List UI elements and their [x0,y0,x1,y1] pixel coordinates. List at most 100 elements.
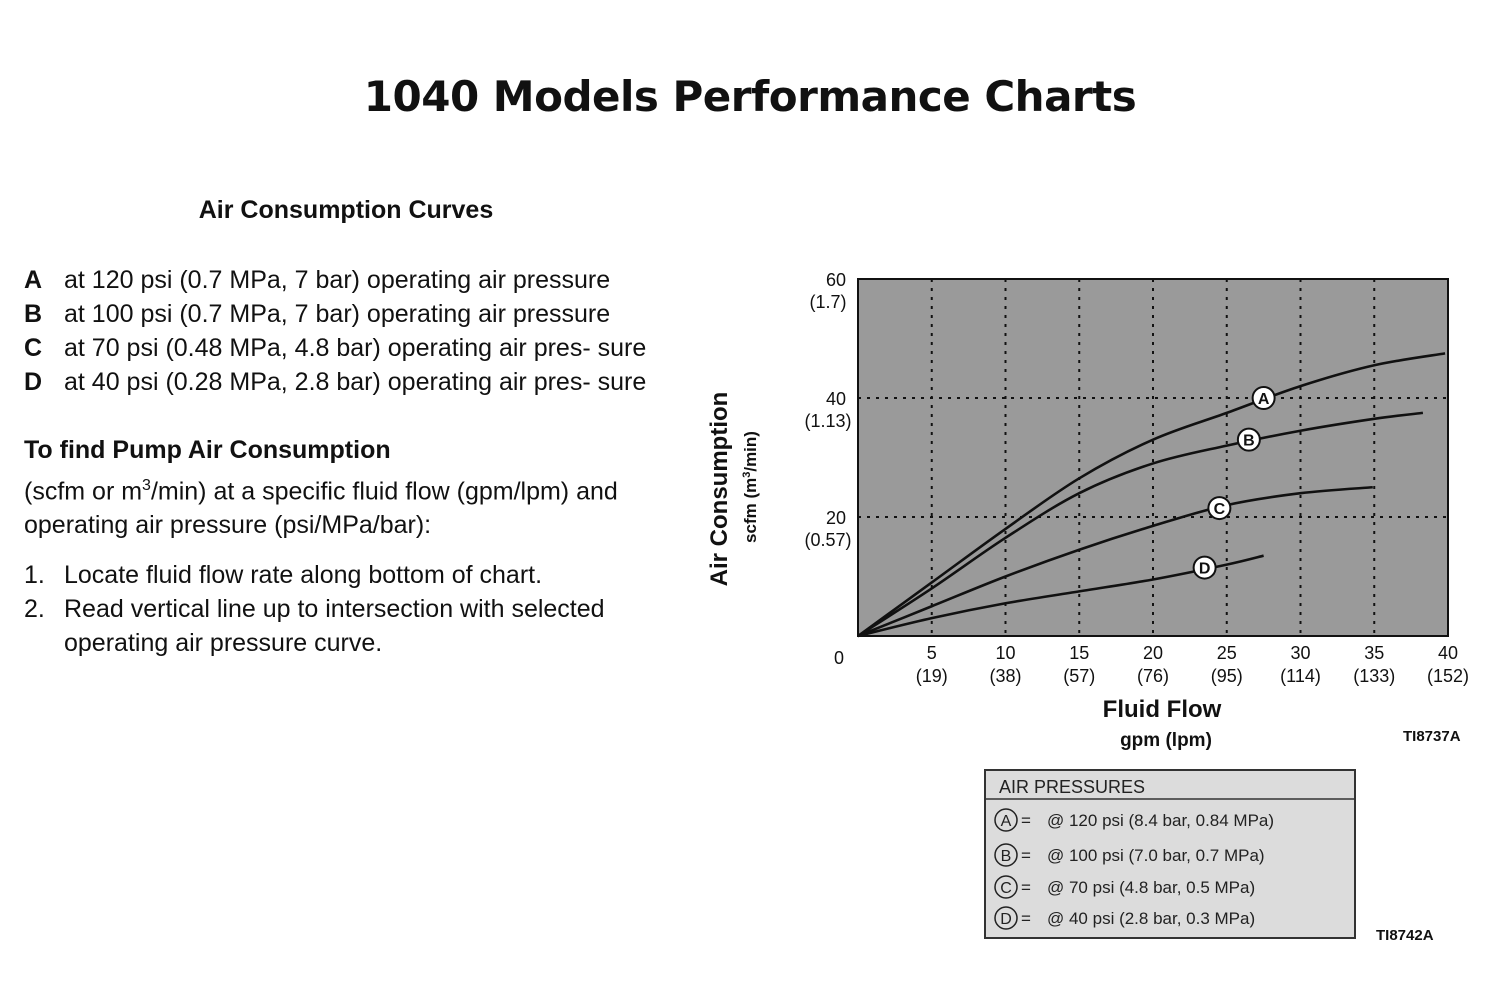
x-axis-label: Fluid Flow [1103,696,1222,723]
find-text-pre: (scfm or m [24,477,143,506]
series-label-b: B [1243,433,1255,450]
x-tick-label: 40 [1438,643,1458,663]
series-line-a [857,352,1446,638]
step-item-2: 2. Read vertical line up to intersection… [24,592,694,660]
x-tick-label: 35 [1364,643,1384,663]
legend-letter: D [1000,911,1012,928]
x-tick-sublabel: (95) [1211,666,1243,686]
y-units-post: /min) [741,431,760,472]
legend-entry-c: C = @ 70 psi (4.8 bar, 0.5 MPa) [994,875,1255,899]
figure-code-2: TI8742A [1376,927,1434,944]
legend-text: @ 40 psi (2.8 bar, 0.3 MPa) [1047,909,1255,928]
x-tick-label: 5 [927,643,937,663]
x-ticks: 5 (19) 10 (38) 15 (57) 20 (76) 25 (95) 30 (114) 35 (1… [916,643,1469,686]
curve-item-b: B at 100 psi (0.7 MPa, 7 bar) operating … [24,297,694,331]
x-tick-label: 25 [1217,643,1237,663]
curve-letter: B [24,300,43,328]
curve-letter: A [24,266,43,294]
find-text-post: /min) at a specific fluid flow (gpm/lpm)… [24,477,618,540]
find-heading: To find Pump Air Consumption [24,436,391,464]
series-marker-a [1251,386,1276,410]
curve-description: at 70 psi (0.48 MPa, 4.8 bar) operating … [64,334,647,362]
series-line-b [857,411,1424,638]
legend-equals: = [1021,811,1031,830]
x-tick-sublabel: (38) [989,666,1021,686]
find-instructions: (scfm or m3/min) at a specific fluid flo… [24,469,694,542]
curve-item-a: A at 120 psi (0.7 MPa, 7 bar) operating … [24,263,694,297]
curve-description: at 40 psi (0.28 MPa, 2.8 bar) operating … [64,368,647,396]
curve-item-d: D at 40 psi (0.28 MPa, 2.8 bar) operatin… [24,365,694,399]
series-line-c [857,485,1373,638]
plot-frame [857,278,1449,637]
curves-heading: Air Consumption Curves [198,196,494,224]
series-marker-b [1236,427,1261,452]
legend-text: @ 100 psi (7.0 bar, 0.7 MPa) [1047,846,1265,865]
legend-equals: = [1021,846,1031,865]
y-tick-sublabel: (1.7) [809,292,846,312]
y-axis-label: Air Consumption [706,392,733,587]
y-axis-units: scfm (m3/min) [741,431,760,543]
x-tick-label: 20 [1143,643,1163,663]
legend-entries: A = @ 120 psi (8.4 bar, 0.84 MPa) B = @ 100 p… [994,808,1274,930]
curves: A B C D [857,352,1446,638]
x-tick-sublabel: (114) [1280,666,1321,686]
legend-letter: A [1001,813,1012,830]
legend-letter-circle [994,906,1018,930]
x-tick-sublabel: (133) [1353,666,1395,686]
legend-entry-a: A = @ 120 psi (8.4 bar, 0.84 MPa) [994,808,1274,832]
curve-description: at 100 psi (0.7 MPa, 7 bar) operating ai… [64,300,611,328]
y-tick-label: 20 [826,508,846,528]
curve-letter: C [24,334,43,362]
legend-equals: = [1021,878,1031,897]
y-ticks: 20(0.57) 40(1.13) 60(1.7) [804,270,851,550]
x-tick-sublabel: (152) [1427,666,1469,686]
legend-text: @ 120 psi (8.4 bar, 0.84 MPa) [1047,811,1274,830]
series-label-a: A [1258,391,1270,408]
y-tick-label: 60 [826,270,846,290]
x-tick-sublabel: (19) [916,666,948,686]
instructions-panel: Air Consumption Curves A at 120 psi (0.7… [24,196,694,660]
y-tick-sublabel: (1.13) [804,411,851,431]
y-units-pre: scfm (m [741,478,760,543]
find-text-sup: 3 [142,477,151,494]
step-item-1: 1. Locate fluid flow rate along bottom o… [24,558,694,592]
legend-letter: B [1001,848,1012,865]
legend-letter: C [1000,880,1012,897]
curve-item-c: C at 70 psi (0.48 MPa, 4.8 bar) operatin… [24,331,694,365]
legend-letter-circle [994,843,1018,867]
x-tick-label: 15 [1069,643,1089,663]
curve-letter: D [24,368,43,396]
x-tick-label: 10 [995,643,1015,663]
curve-description: at 120 psi (0.7 MPa, 7 bar) operating ai… [64,266,611,294]
legend-title: AIR PRESSURES [999,777,1145,797]
x-tick-label: 30 [1290,643,1310,663]
curve-list: A at 120 psi (0.7 MPa, 7 bar) operating … [24,263,694,399]
step-list: 1. Locate fluid flow rate along bottom o… [24,558,694,660]
legend-letter-circle [994,875,1018,899]
y-tick-label: 40 [826,389,846,409]
page-title: 1040 Models Performance Charts [363,72,1137,121]
plot-background [858,279,1448,636]
series-line-d [857,554,1264,638]
x-axis-units: gpm (lpm) [1120,730,1212,751]
series-marker-c [1207,496,1232,521]
series-label-c: C [1214,501,1226,518]
figure-code-1: TI8737A [1403,728,1461,745]
legend-letter-circle [994,808,1018,832]
y-units-sup: 3 [741,472,753,478]
x-tick-sublabel: (57) [1063,666,1095,686]
origin-label: 0 [834,648,844,668]
legend-entry-b: B = @ 100 psi (7.0 bar, 0.7 MPa) [994,843,1265,867]
step-number: 1. [24,561,45,590]
legend-entry-d: D = @ 40 psi (2.8 bar, 0.3 MPa) [994,906,1255,930]
series-marker-d [1192,555,1217,580]
legend-text: @ 70 psi (4.8 bar, 0.5 MPa) [1047,878,1255,897]
step-text: Locate fluid flow rate along bottom of c… [64,561,543,590]
y-tick-sublabel: (0.57) [804,530,851,550]
series-label-d: D [1199,561,1211,578]
legend-equals: = [1021,909,1031,928]
step-text: Read vertical line up to intersection wi… [64,595,605,658]
step-number: 2. [24,595,45,624]
